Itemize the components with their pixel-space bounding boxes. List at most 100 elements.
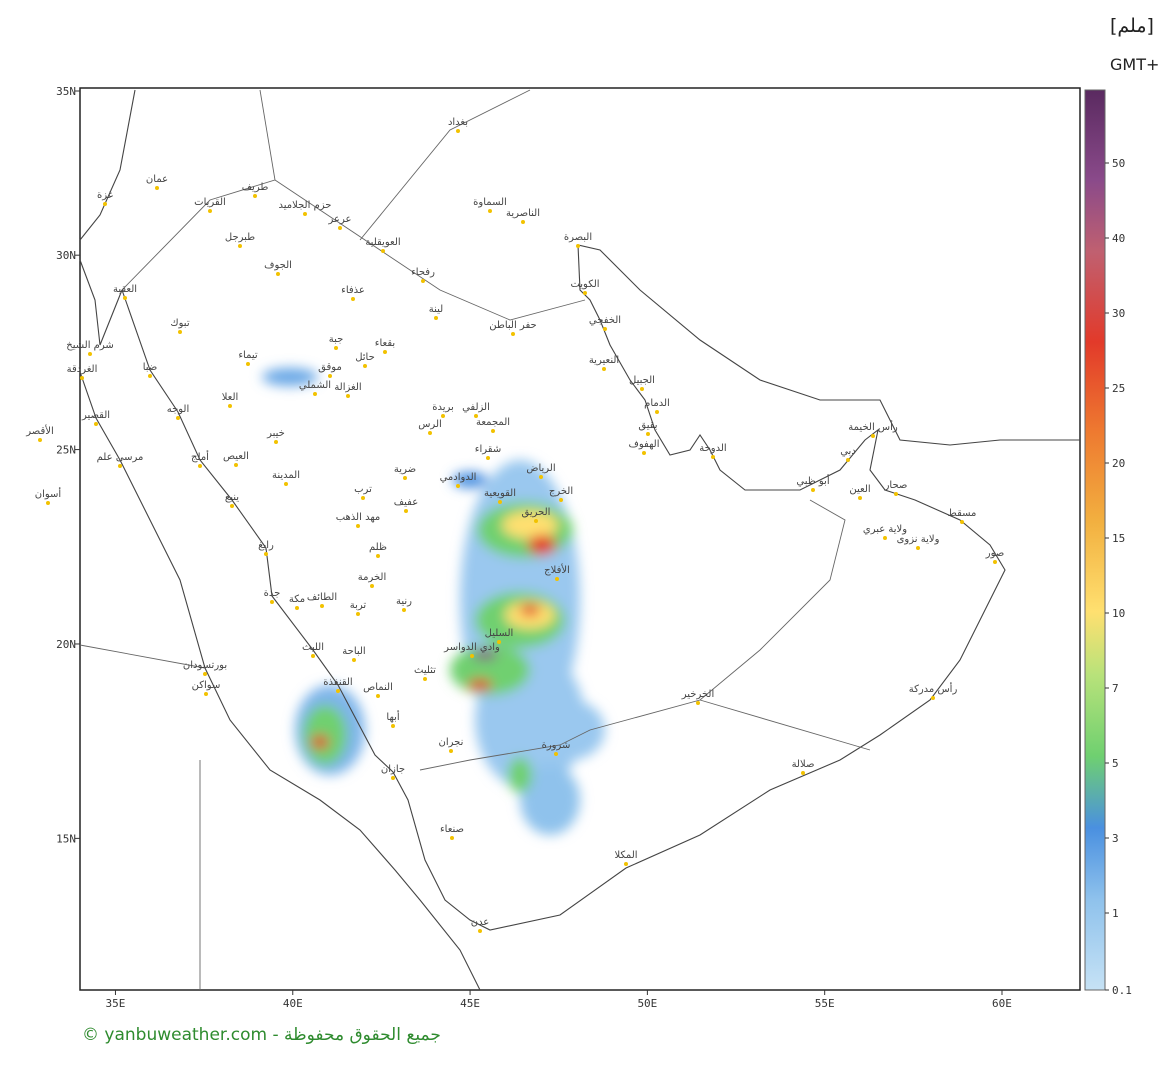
city-dot (583, 291, 587, 295)
city-dot (284, 482, 288, 486)
city-dot (711, 455, 715, 459)
city-label: خيبر (266, 428, 285, 439)
colorbar-label: 30 (1112, 307, 1125, 320)
city-dot (486, 456, 490, 460)
city-label: عمان (146, 174, 168, 185)
city-dot (646, 432, 650, 436)
city-label: الكويت (570, 279, 599, 290)
city-label: الهفوف (628, 439, 659, 450)
city-dot (178, 330, 182, 334)
city-dot (356, 612, 360, 616)
x-tick-label: 45E (460, 997, 480, 1010)
city-label: العويقلية (365, 237, 400, 248)
city-label: عذفاء (341, 285, 365, 296)
footer: © yanbuweather.com - جميع الحقوق محفوظة (82, 1025, 441, 1045)
city-label: موقق (318, 362, 342, 373)
city-label: الزلفي (462, 402, 490, 413)
city-label: النعيرية (589, 355, 619, 366)
city-label: غزة (97, 190, 113, 201)
colorbar (1084, 89, 1106, 991)
city-label: مكة (289, 594, 305, 605)
colorbar-label: 15 (1112, 532, 1125, 545)
city-label: طريف (242, 182, 269, 193)
city-label: مرسى علم (97, 452, 144, 463)
city-dot (960, 520, 964, 524)
city-dot (554, 752, 558, 756)
city-dot (555, 577, 559, 581)
city-label: الطائف (307, 592, 337, 603)
city-dot (391, 724, 395, 728)
city-label: الأقصر (25, 424, 53, 437)
city-label: جازان (381, 764, 405, 775)
city-label: الشملي (299, 380, 331, 391)
city-dot (376, 694, 380, 698)
city-label: عدن (471, 917, 490, 928)
city-dot (238, 244, 242, 248)
city-label: العين (849, 484, 870, 495)
city-label: حفر الباطن (489, 320, 536, 331)
y-tick-label: 20N (56, 638, 76, 651)
city-dot (208, 209, 212, 213)
city-dot (264, 552, 268, 556)
cities: بغداد عمان غزة القريات طريف حزم الجلاميد عرعر ط… (25, 117, 1004, 933)
city-dot (295, 606, 299, 610)
city-dot (403, 476, 407, 480)
city-label: نجران (439, 737, 464, 748)
city-label: رفحاء (411, 267, 435, 278)
city-dot (559, 498, 563, 502)
city-dot (858, 496, 862, 500)
city-label: لينة (429, 304, 443, 315)
city-dot (474, 414, 478, 418)
city-dot (328, 374, 332, 378)
city-label: العيص (223, 451, 249, 462)
colorbar-label: 3 (1112, 832, 1119, 845)
colorbar-label: 5 (1112, 757, 1119, 770)
colorbar-label: 50 (1112, 157, 1125, 170)
city-label: رنية (396, 596, 412, 607)
city-label: ولاية نزوى (897, 534, 940, 545)
city-label: حزم الجلاميد (279, 200, 332, 211)
city-label: بقعاء (375, 338, 395, 349)
city-dot (38, 438, 42, 442)
y-tick-label: 15N (56, 832, 76, 845)
city-label: النماص (363, 682, 393, 693)
city-dot (456, 484, 460, 488)
city-label: بورتسودان (183, 660, 227, 671)
city-label: حائل (355, 352, 375, 363)
colorbar-label: 1 (1112, 907, 1119, 920)
city-label: الغردقة (67, 364, 98, 375)
city-label: القنفذة (323, 677, 352, 688)
city-dot (916, 546, 920, 550)
city-dot (383, 350, 387, 354)
city-label: جبة (329, 334, 344, 345)
city-dot (498, 500, 502, 504)
colorbar-label: 20 (1112, 457, 1125, 470)
city-label: ينبع (225, 492, 239, 503)
city-dot (228, 404, 232, 408)
city-dot (488, 209, 492, 213)
city-dot (846, 458, 850, 462)
city-dot (376, 554, 380, 558)
borders (79, 89, 871, 990)
city-dot (246, 362, 250, 366)
y-tick-label: 35N (56, 85, 76, 98)
city-dot (381, 249, 385, 253)
city-label: السماوة (473, 197, 507, 208)
city-dot (274, 440, 278, 444)
city-label: ضرية (394, 464, 416, 475)
city-dot (311, 654, 315, 658)
city-dot (449, 749, 453, 753)
city-label: المكلا (614, 850, 637, 861)
colorbar-label: 0.1 (1112, 984, 1132, 997)
x-tick-label: 40E (283, 997, 303, 1010)
city-dot (155, 186, 159, 190)
city-dot (478, 929, 482, 933)
city-dot (303, 212, 307, 216)
city-dot (428, 431, 432, 435)
city-label: شقراء (475, 444, 501, 455)
city-dot (356, 524, 360, 528)
city-label: تثليث (414, 665, 436, 676)
city-dot (497, 640, 501, 644)
colorbar-label: 40 (1112, 232, 1125, 245)
